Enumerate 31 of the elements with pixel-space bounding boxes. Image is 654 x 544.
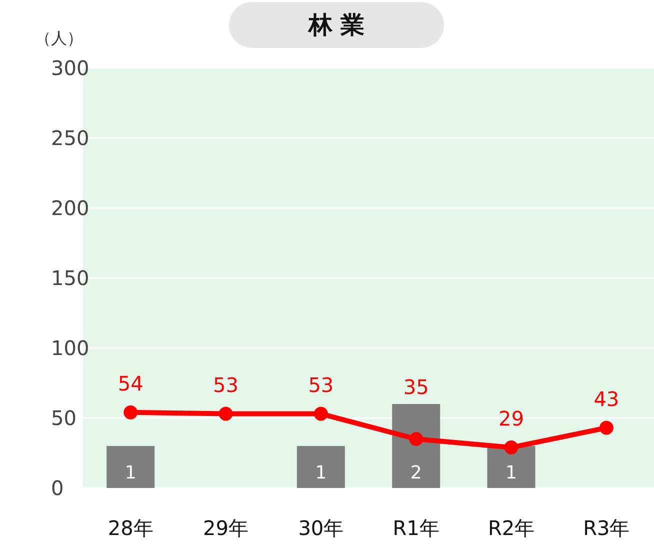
x-tick-label: R2年	[488, 516, 535, 540]
point	[409, 432, 424, 446]
x-tick-label: 29年	[203, 516, 248, 540]
data-label: 1	[315, 462, 327, 484]
x-tick-label: R1年	[392, 516, 440, 540]
y-tick-label: 250	[51, 126, 90, 150]
x-tick-label: 30年	[298, 516, 344, 540]
data-label: 43	[594, 386, 620, 411]
data-label: 53	[308, 372, 334, 397]
data-label: 2	[410, 462, 422, 484]
point	[599, 420, 614, 435]
data-label: 29	[498, 406, 524, 430]
data-label: 54	[118, 371, 144, 396]
data-label: 35	[403, 375, 429, 399]
y-tick-label: 50	[51, 406, 76, 430]
point	[504, 440, 518, 454]
data-label: 1	[124, 462, 136, 484]
point	[218, 406, 233, 421]
y-tick-label: 300	[51, 56, 90, 80]
y-tick-label: 0	[51, 476, 64, 500]
y-axis-title: （人）	[35, 28, 83, 48]
y-tick-label: 150	[51, 266, 90, 290]
data-label: 1	[506, 462, 517, 484]
y-tick-label: 100	[51, 336, 90, 360]
point	[124, 405, 138, 420]
x-tick-label: 28年	[108, 516, 154, 540]
x-tick-label: R3年	[583, 516, 630, 540]
data-label: 53	[213, 372, 238, 397]
point	[314, 406, 328, 421]
chart-title: 林 業	[229, 2, 444, 48]
y-tick-label: 200	[51, 196, 90, 220]
